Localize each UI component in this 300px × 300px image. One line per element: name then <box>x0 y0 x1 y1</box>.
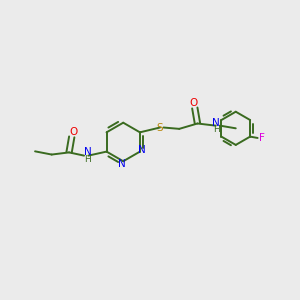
Text: O: O <box>189 98 198 108</box>
Text: N: N <box>212 118 220 128</box>
Text: N: N <box>84 147 92 158</box>
Text: F: F <box>259 133 265 143</box>
Text: H: H <box>213 125 220 134</box>
Text: N: N <box>138 145 146 155</box>
Text: H: H <box>84 155 91 164</box>
Text: N: N <box>118 159 126 169</box>
Text: O: O <box>69 127 77 137</box>
Text: S: S <box>157 122 163 133</box>
